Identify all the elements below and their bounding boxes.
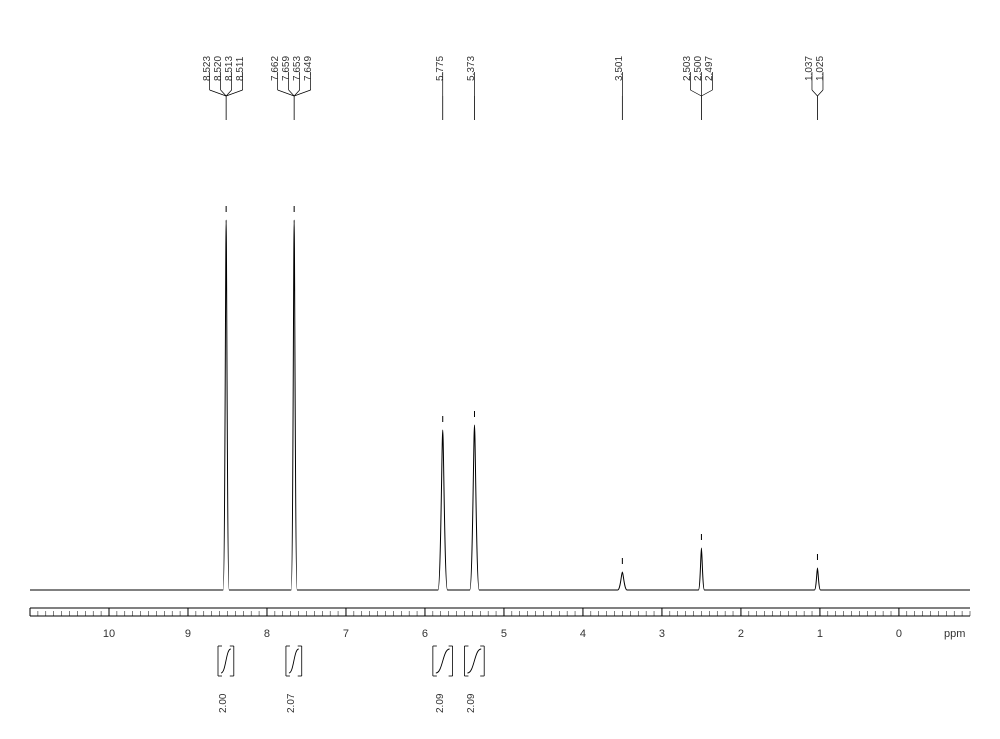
spectrum-trace — [30, 220, 970, 590]
peak-label-bracket — [690, 90, 701, 96]
axis-tick-label: 10 — [103, 628, 115, 640]
peak-ppm-label: 1.025 — [815, 56, 826, 81]
peak-ppm-label: 7.662 — [270, 56, 281, 81]
peak-ppm-label: 5.373 — [466, 56, 477, 81]
nmr-spectrum-chart: 109876543210ppm8.5238.5208.5138.5117.662… — [0, 0, 1000, 734]
integral-curve — [467, 649, 481, 673]
peak-ppm-label: 8.513 — [224, 56, 235, 81]
axis-tick-label: 1 — [817, 628, 823, 640]
peak-ppm-label: 8.520 — [213, 56, 224, 81]
integral-value-label: 2.07 — [286, 694, 297, 713]
peak-ppm-label: 5.775 — [435, 56, 446, 81]
peak-ppm-label: 7.653 — [292, 56, 303, 81]
axis-tick-label: 5 — [501, 628, 507, 640]
peak-ppm-label: 8.511 — [235, 57, 246, 81]
peak-ppm-label: 7.659 — [281, 56, 292, 81]
axis-tick-label: 3 — [659, 628, 665, 640]
integral-curve — [289, 649, 299, 673]
axis-tick-label: 0 — [896, 628, 902, 640]
peak-ppm-label: 2.500 — [693, 56, 704, 81]
integral-curve — [221, 649, 231, 673]
peak-ppm-label: 1.037 — [804, 56, 815, 81]
integral-value-label: 2.09 — [435, 694, 446, 713]
axis-tick-label: 7 — [343, 628, 349, 640]
peak-label-bracket — [817, 90, 823, 96]
axis-tick-label: 6 — [422, 628, 428, 640]
peak-label-bracket — [812, 90, 818, 96]
spectrum-svg — [0, 0, 1000, 734]
axis-tick-label: 4 — [580, 628, 586, 640]
integral-value-label: 2.09 — [466, 694, 477, 713]
peak-ppm-label: 7.649 — [303, 56, 314, 81]
peak-label-bracket — [701, 90, 712, 96]
peak-ppm-label: 2.497 — [704, 56, 715, 81]
peak-ppm-label: 8.523 — [202, 56, 213, 81]
peak-ppm-label: 3.501 — [614, 56, 625, 81]
axis-tick-label: 8 — [264, 628, 270, 640]
integral-value-label: 2.00 — [218, 694, 229, 713]
peak-ppm-label: 2.503 — [682, 56, 693, 81]
axis-tick-label: 2 — [738, 628, 744, 640]
axis-unit-label: ppm — [944, 628, 965, 640]
integral-curve — [436, 649, 450, 673]
axis-tick-label: 9 — [185, 628, 191, 640]
